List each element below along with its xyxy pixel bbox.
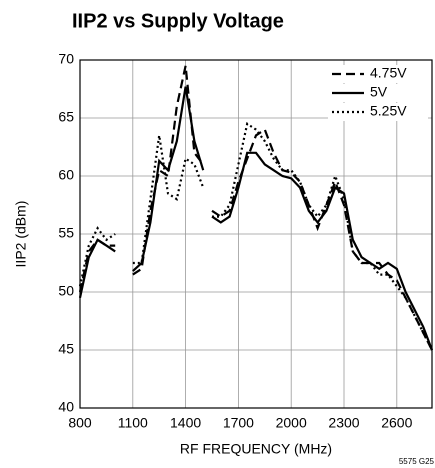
legend-background — [328, 84, 428, 102]
y-tick-label: 65 — [58, 109, 74, 125]
legend-background — [328, 65, 428, 83]
y-tick-label: 40 — [58, 399, 74, 415]
figure-note: 5575 G25 — [399, 457, 435, 466]
y-tick-label: 70 — [58, 51, 74, 67]
x-tick-label: 2300 — [328, 415, 359, 431]
series-line — [78, 121, 433, 351]
x-tick-label: 2000 — [276, 415, 307, 431]
x-tick-label: 1100 — [118, 415, 148, 431]
series-line — [78, 86, 434, 351]
x-tick-label: 800 — [68, 415, 92, 431]
y-tick-label: 55 — [58, 225, 74, 241]
x-tick-label: 1400 — [170, 415, 201, 431]
legend-label: 5V — [370, 84, 388, 100]
chart-title: IIP2 vs Supply Voltage — [72, 10, 284, 32]
legend-label: 4.75V — [370, 65, 407, 81]
x-axis-label: RF FREQUENCY (MHz) — [180, 441, 332, 457]
legend-label: 5.25V — [370, 103, 407, 119]
y-tick-label: 45 — [58, 341, 74, 357]
y-tick-label: 50 — [58, 283, 74, 299]
y-tick-label: 60 — [58, 167, 74, 183]
y-axis-label: IIP2 (dBm) — [13, 201, 29, 268]
x-tick-label: 2600 — [381, 415, 412, 431]
x-tick-label: 1700 — [223, 415, 254, 431]
legend-background — [328, 103, 428, 121]
plot-frame — [79, 59, 433, 409]
